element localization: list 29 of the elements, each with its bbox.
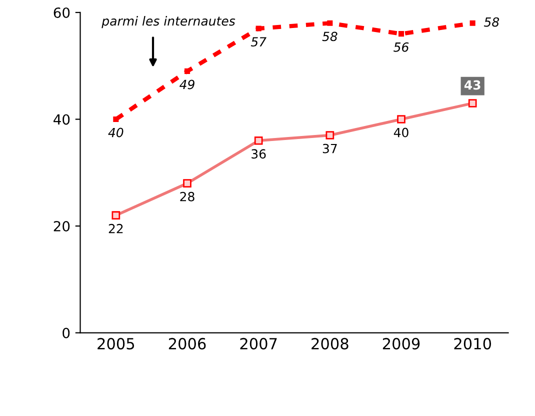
x-tick-label: 2006 <box>168 338 206 350</box>
x-tick-label: 2008 <box>312 338 348 350</box>
point <box>184 68 190 74</box>
annotation: parmi les internautes <box>102 16 236 28</box>
x-tick-label: 2007 <box>240 338 277 350</box>
data-label: 40 <box>108 128 124 138</box>
x-tick-label: 2009 <box>382 338 420 350</box>
y-tick-label: 60 <box>54 7 70 18</box>
data-label: 22 <box>108 224 123 234</box>
data-label: 58 <box>484 17 500 27</box>
y-tick-label: 40 <box>54 114 70 125</box>
y-tick-label: 0 <box>62 328 70 338</box>
data-label: 36 <box>252 149 266 159</box>
point <box>470 20 476 26</box>
data-label: 57 <box>250 37 266 47</box>
data-label: 40 <box>394 128 408 138</box>
data-label: 28 <box>180 192 194 202</box>
data-label: 49 <box>180 80 194 90</box>
x-tick-label: 2005 <box>98 338 134 350</box>
data-label: 56 <box>394 42 409 52</box>
data-label: 43 <box>464 80 480 90</box>
data-label: 37 <box>322 144 337 154</box>
data-label: 58 <box>322 32 338 42</box>
point <box>327 20 333 26</box>
x-tick-label: 2010 <box>454 338 492 350</box>
y-tick-label: 20 <box>54 220 70 232</box>
point <box>113 116 119 122</box>
point <box>398 31 404 37</box>
point <box>256 26 262 32</box>
